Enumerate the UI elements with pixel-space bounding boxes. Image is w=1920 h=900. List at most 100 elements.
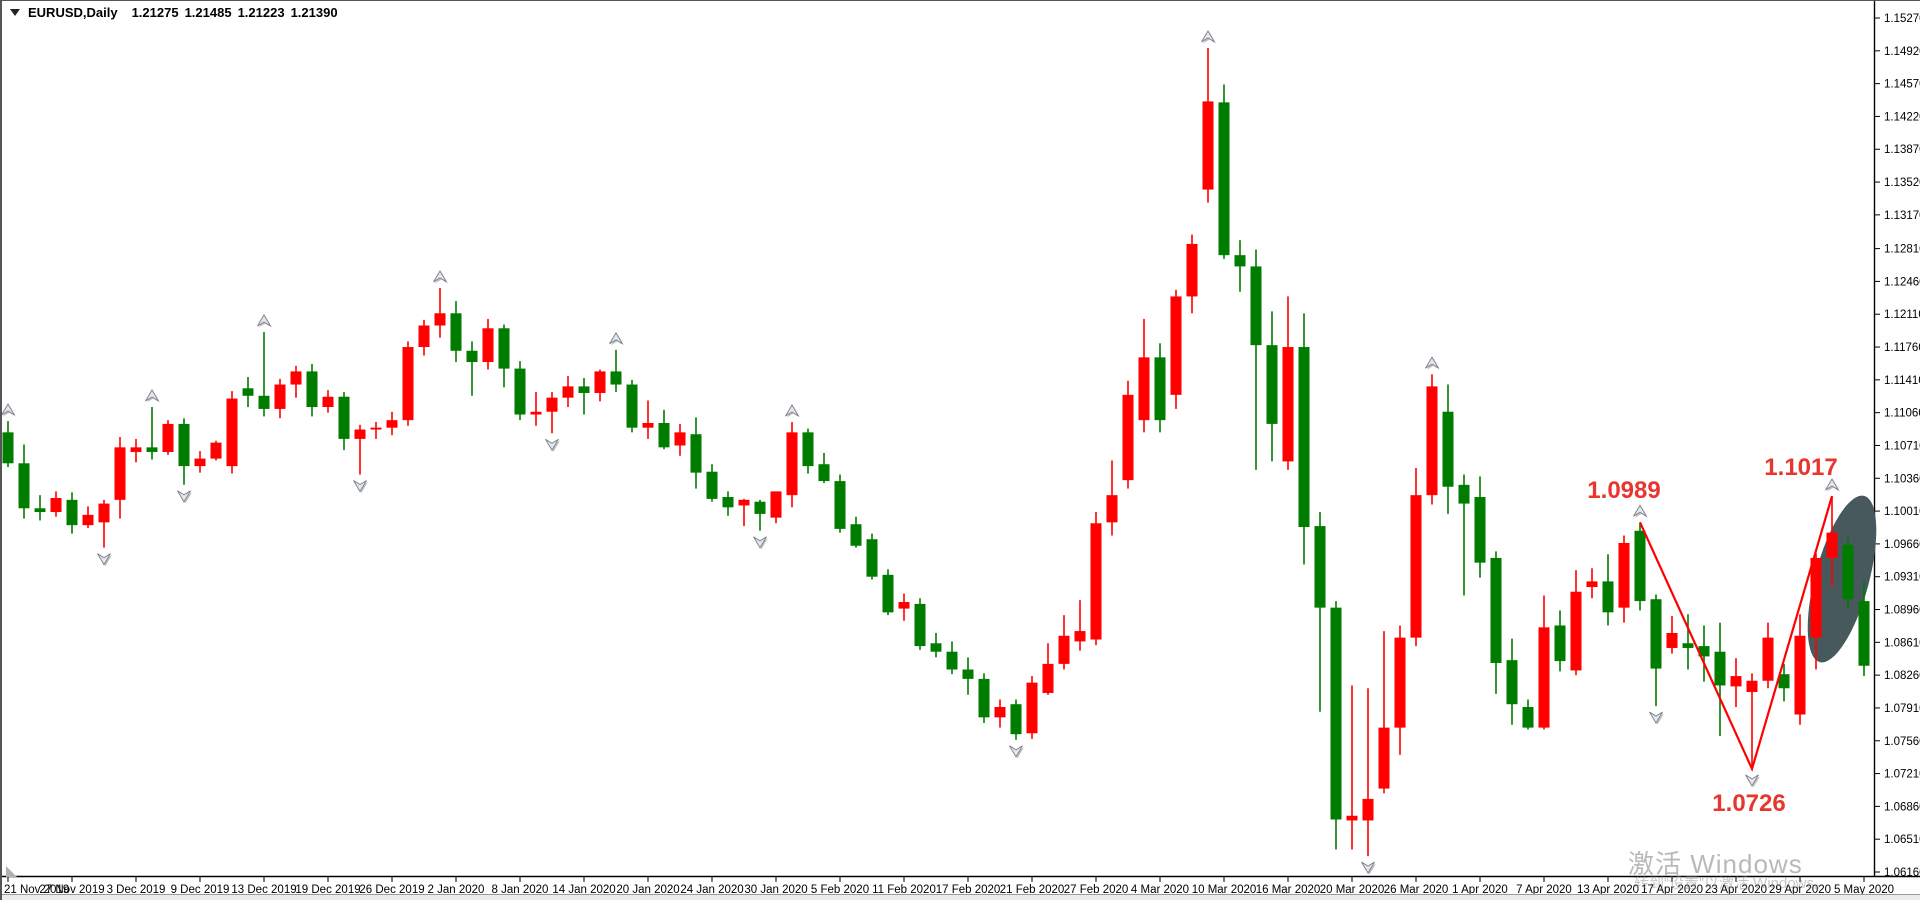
candle[interactable] (1218, 84, 1230, 259)
candle[interactable] (706, 464, 718, 502)
candle[interactable] (1026, 676, 1038, 739)
candle[interactable] (1346, 685, 1358, 850)
candle[interactable] (1090, 512, 1102, 646)
candle[interactable] (354, 424, 366, 475)
candle[interactable] (754, 499, 766, 531)
candle[interactable] (1074, 600, 1086, 651)
candle[interactable] (34, 495, 46, 521)
candle[interactable] (82, 506, 94, 528)
candle[interactable] (1586, 568, 1598, 599)
candle[interactable] (242, 377, 254, 408)
candle[interactable] (1730, 658, 1742, 708)
candle[interactable] (834, 474, 846, 533)
candle[interactable] (466, 341, 478, 396)
candle[interactable] (66, 492, 78, 534)
candle[interactable] (290, 365, 302, 398)
candle[interactable] (178, 418, 190, 485)
candle[interactable] (1394, 625, 1406, 755)
candle[interactable] (1570, 570, 1582, 676)
candle[interactable] (338, 392, 350, 451)
candle[interactable] (882, 569, 894, 616)
highlight-ellipse[interactable] (1794, 489, 1891, 669)
candle[interactable] (1106, 460, 1118, 536)
candle[interactable] (258, 332, 270, 417)
candle[interactable] (210, 440, 222, 461)
candle[interactable] (1618, 535, 1630, 623)
candle[interactable] (738, 498, 750, 527)
candle[interactable] (1538, 595, 1550, 730)
candle[interactable] (322, 390, 334, 413)
candle[interactable] (434, 287, 446, 338)
candle[interactable] (370, 422, 382, 439)
candle[interactable] (1506, 638, 1518, 725)
candle[interactable] (1746, 673, 1758, 769)
candle[interactable] (386, 411, 398, 436)
candle[interactable] (1314, 512, 1326, 712)
candle[interactable] (306, 363, 318, 417)
candle[interactable] (1474, 476, 1486, 578)
candle[interactable] (50, 491, 62, 517)
candle[interactable] (1266, 311, 1278, 462)
candle[interactable] (1138, 318, 1150, 433)
candle[interactable] (98, 499, 110, 548)
candle[interactable] (1202, 47, 1214, 203)
candle[interactable] (1362, 688, 1374, 857)
candle[interactable] (1186, 234, 1198, 314)
candle[interactable] (1778, 663, 1790, 702)
candle[interactable] (1602, 554, 1614, 626)
candle[interactable] (130, 438, 142, 463)
candle[interactable] (866, 533, 878, 580)
candle[interactable] (930, 632, 942, 658)
candle[interactable] (914, 598, 926, 650)
candle[interactable] (1666, 616, 1678, 654)
candle[interactable] (1458, 474, 1470, 596)
candle[interactable] (626, 379, 638, 433)
candle[interactable] (1330, 601, 1342, 850)
candle[interactable] (146, 407, 158, 460)
candle[interactable] (1234, 240, 1246, 292)
candle[interactable] (162, 420, 174, 455)
candle[interactable] (402, 341, 414, 426)
candle[interactable] (722, 491, 734, 516)
candle[interactable] (498, 324, 510, 388)
candle[interactable] (994, 699, 1006, 728)
candle[interactable] (818, 452, 830, 483)
candle[interactable] (530, 392, 542, 426)
candle[interactable] (594, 369, 606, 402)
candle[interactable] (514, 361, 526, 421)
candle[interactable] (1698, 625, 1710, 682)
zigzag-line[interactable] (1638, 495, 1834, 773)
candle[interactable] (850, 516, 862, 548)
candle[interactable] (1762, 622, 1774, 689)
candle[interactable] (1122, 380, 1134, 489)
candle[interactable] (1282, 296, 1294, 470)
candle[interactable] (274, 378, 286, 419)
candle[interactable] (1298, 313, 1310, 565)
candle[interactable] (1522, 699, 1534, 730)
candle[interactable] (898, 593, 910, 621)
candle[interactable] (770, 491, 782, 524)
candle[interactable] (674, 423, 686, 456)
candle[interactable] (1554, 610, 1566, 672)
candle[interactable] (2, 421, 14, 468)
candle[interactable] (1426, 374, 1438, 505)
candle[interactable] (690, 417, 702, 489)
candle[interactable] (962, 657, 974, 695)
candle[interactable] (1442, 384, 1454, 514)
candle[interactable] (1250, 249, 1262, 470)
candle[interactable] (114, 437, 126, 519)
candle[interactable] (1826, 496, 1838, 588)
candle[interactable] (562, 376, 574, 408)
candle[interactable] (194, 451, 206, 473)
candle[interactable] (578, 377, 590, 415)
candle[interactable] (610, 349, 622, 393)
candle[interactable] (418, 319, 430, 356)
candle[interactable] (786, 422, 798, 508)
candle[interactable] (1858, 581, 1870, 677)
candle[interactable] (18, 444, 30, 519)
candle[interactable] (1650, 594, 1662, 707)
candle[interactable] (1714, 622, 1726, 737)
candle[interactable] (1810, 553, 1822, 670)
candle[interactable] (658, 409, 670, 450)
